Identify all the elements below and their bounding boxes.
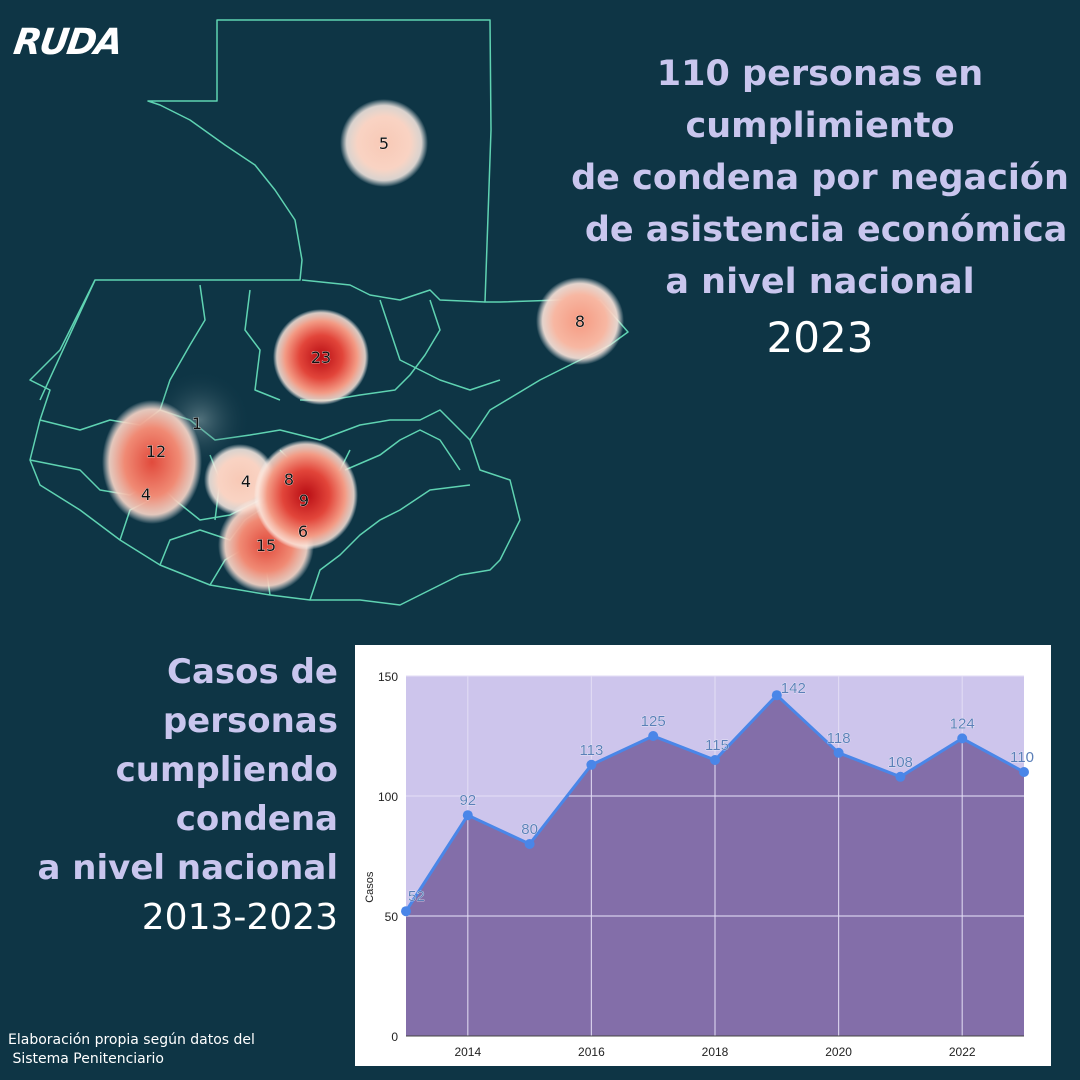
data-point [833, 747, 844, 758]
y-tick-label: 0 [391, 1030, 398, 1044]
hotspot-label: 12 [146, 442, 166, 461]
x-tick-label: 2020 [825, 1045, 852, 1059]
section-title-line: personas [162, 701, 338, 741]
section-title-line: Casos de [167, 652, 338, 692]
headline-line: cumplimiento [685, 106, 955, 146]
headline: 110 personas en cumplimiento de condena … [560, 48, 1080, 364]
x-tick-label: 2018 [702, 1045, 729, 1059]
data-label: 124 [950, 715, 975, 732]
data-point [957, 733, 968, 744]
data-point [710, 755, 720, 765]
source-line: Sistema Penitenciario [8, 1051, 164, 1067]
chart-section-title: Casos de personas cumpliendo condena a n… [0, 648, 338, 942]
section-title-line: cumpliendo [115, 750, 338, 790]
x-tick-label: 2016 [578, 1045, 605, 1059]
data-label: 142 [781, 680, 806, 697]
area-chart: 52 92 80 113 125 115 142 118 108 124 110 0 50 100 150 2… [364, 670, 1034, 1059]
x-tick-label: 2014 [454, 1045, 481, 1059]
section-title-line: condena [175, 799, 338, 839]
data-point [895, 771, 906, 782]
hotspot-label: 6 [298, 522, 308, 541]
data-label: 110 [1010, 749, 1034, 766]
hotspot-label: 4 [141, 485, 151, 504]
hotspot-label: 8 [284, 470, 294, 489]
data-label: 118 [827, 730, 851, 747]
hotspot-label: 8 [575, 312, 585, 331]
y-axis-label: Casos [364, 871, 376, 903]
source-note: Elaboración propia según datos del Siste… [8, 1031, 255, 1069]
hotspot-labels: 5 8 23 1 12 4 4 8 9 6 15 [141, 134, 586, 556]
data-point [648, 731, 659, 741]
data-label: 125 [641, 713, 666, 730]
data-label: 52 [408, 888, 425, 905]
data-point [462, 810, 473, 821]
data-point [771, 690, 782, 701]
guatemala-map: 5 8 23 1 12 4 4 8 9 6 15 [29, 19, 629, 606]
hotspot-label: 5 [379, 134, 389, 153]
section-title-line: a nivel nacional [37, 848, 338, 888]
data-point [524, 839, 535, 849]
hotspot-label: 15 [256, 536, 276, 555]
heat-layer [102, 99, 624, 593]
headline-year: 2023 [766, 313, 874, 362]
headline-line: 110 personas en [656, 54, 984, 94]
headline-line: de condena por negación [571, 158, 1069, 198]
data-label: 92 [459, 792, 476, 809]
data-label: 80 [521, 821, 538, 838]
data-point [1019, 767, 1029, 777]
hotspot-label: 1 [192, 414, 202, 433]
area-chart-panel: 52 92 80 113 125 115 142 118 108 124 110 0 50 100 150 2… [355, 645, 1051, 1066]
y-tick-label: 150 [378, 670, 398, 684]
data-point [401, 906, 411, 917]
hotspot-label: 9 [299, 491, 309, 510]
data-label: 113 [579, 742, 603, 759]
headline-line: de asistencia económica [572, 210, 1068, 250]
y-tick-label: 50 [385, 910, 399, 924]
data-point [586, 759, 597, 770]
data-label: 108 [888, 754, 913, 771]
hotspot-label: 23 [311, 348, 331, 367]
hotspot-label: 4 [241, 472, 251, 491]
source-line: Elaboración propia según datos del [8, 1032, 255, 1048]
y-tick-label: 100 [378, 790, 398, 804]
section-years: 2013-2023 [141, 897, 338, 938]
data-label: 115 [705, 737, 729, 754]
x-tick-label: 2022 [949, 1045, 976, 1059]
headline-line: a nivel nacional [665, 262, 975, 302]
